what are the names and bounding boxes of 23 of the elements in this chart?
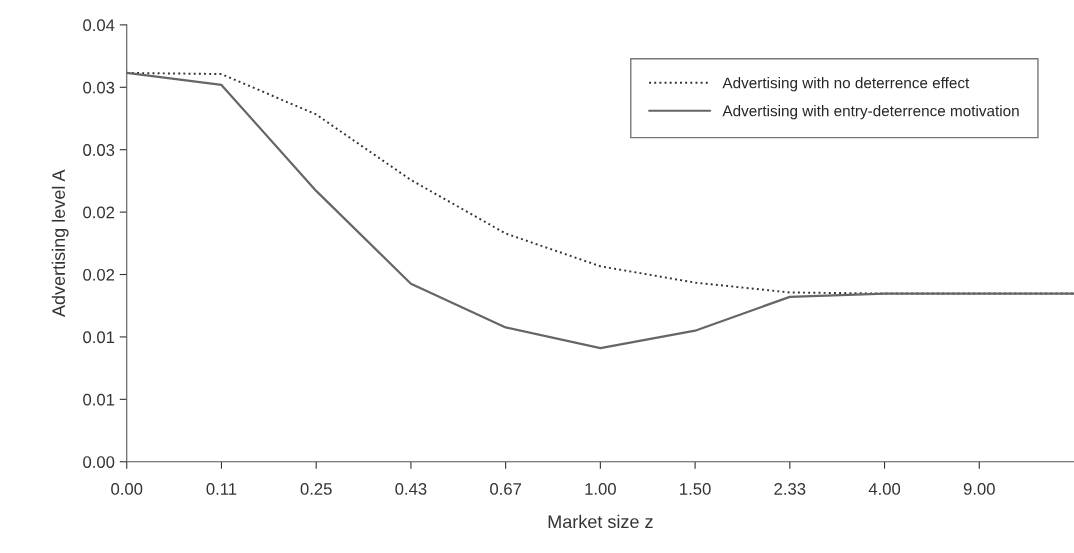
y-tick-label: 0.01 — [83, 331, 115, 344]
x-tick-label: 0.00 — [111, 483, 143, 495]
x-tick-label: 0.67 — [490, 483, 522, 495]
x-tick-label: 1.50 — [680, 483, 711, 495]
y-tick-label: 0.00 — [83, 456, 115, 468]
x-tick-label: 2.33 — [774, 483, 806, 495]
legend-label: Advertising with no deterrence effect — [722, 77, 970, 92]
legend-label: Advertising with entry-deterrence motivation — [722, 105, 1019, 120]
x-axis-title: Market size z — [548, 514, 653, 529]
x-tick-label: 0.11 — [206, 483, 237, 495]
y-tick-label: 0.01 — [83, 393, 115, 406]
y-tick-label: 0.04 — [83, 19, 115, 32]
y-axis-title: Advertising level A — [51, 169, 69, 318]
y-tick-label: 0.02 — [83, 268, 115, 281]
x-tick-label: 0.43 — [395, 483, 427, 495]
x-tick-label: 0.25 — [300, 483, 332, 495]
x-tick-label: 4.00 — [868, 483, 901, 495]
line-series — [126, 71, 1074, 350]
y-tick-label: 0.03 — [83, 144, 115, 156]
y-tick-label: 0.03 — [83, 81, 115, 94]
x-tick-label: 1.00 — [585, 483, 616, 495]
x-tick-label: 9.00 — [963, 483, 995, 495]
y-tick-label: 0.02 — [83, 206, 115, 219]
